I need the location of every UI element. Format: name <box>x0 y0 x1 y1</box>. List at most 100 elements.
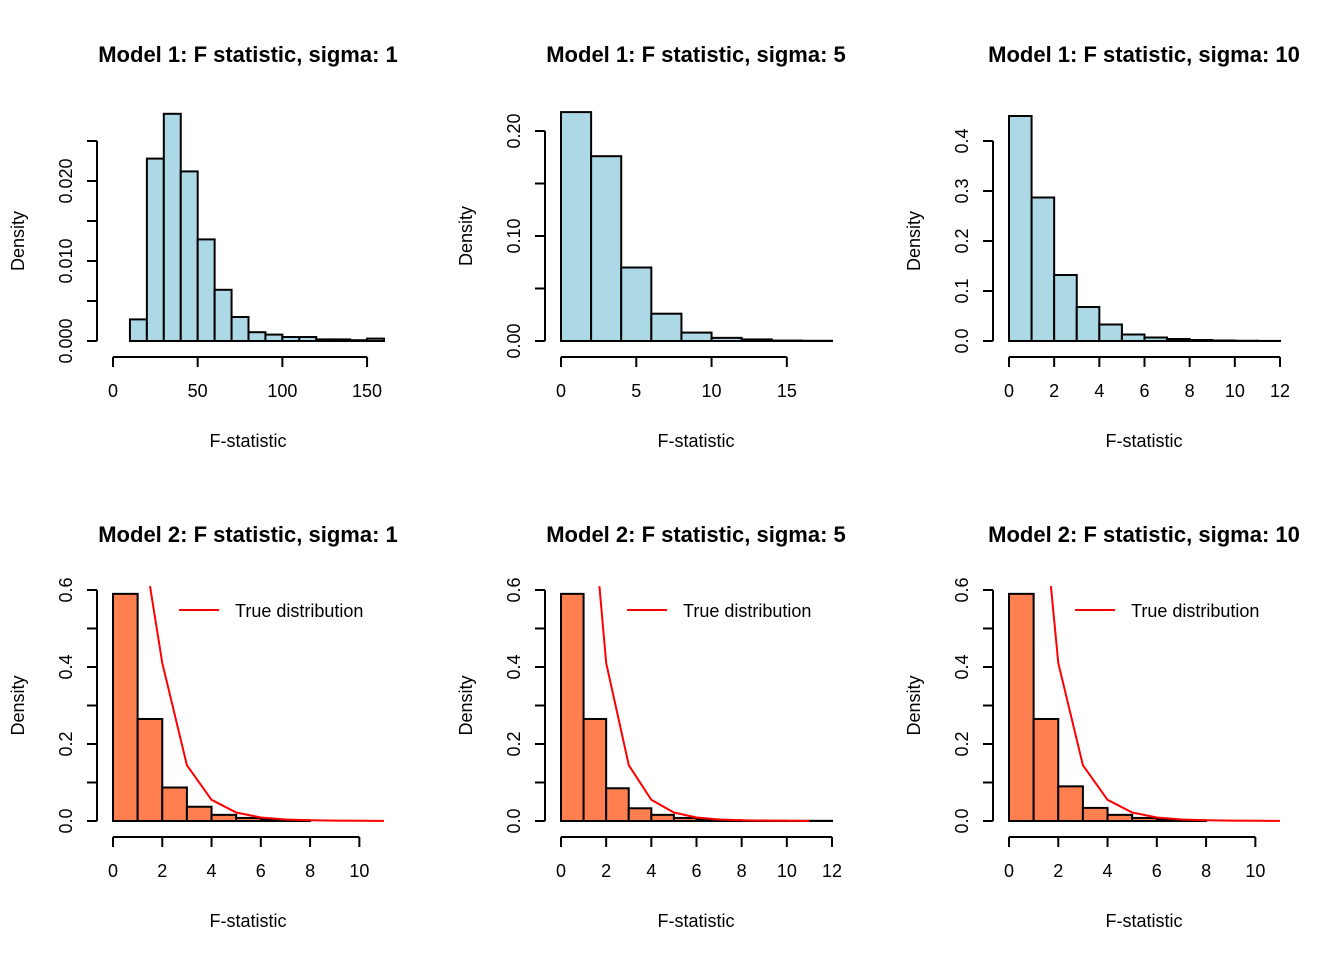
x-axis-label: F-statistic <box>657 431 734 451</box>
y-tick-label: 0.020 <box>56 158 76 203</box>
y-tick-label: 0.6 <box>56 577 76 602</box>
histogram-bar <box>161 786 188 823</box>
histogram-bar <box>230 316 250 342</box>
x-tick-label: 10 <box>349 861 369 881</box>
histogram-bar <box>1008 115 1033 342</box>
y-tick-label: 0.2 <box>952 228 972 253</box>
histogram-panel-2: Model 1: F statistic, sigma: 5 0 5 10 15 F-st… <box>456 42 846 451</box>
y-tick-label: 0.4 <box>952 128 972 153</box>
x-tick-label: 4 <box>646 861 656 881</box>
histogram-bar <box>1166 338 1191 342</box>
panel-title: Model 2: F statistic, sigma: 1 <box>98 522 398 547</box>
histogram-bar <box>1053 274 1078 342</box>
histogram-bar <box>560 111 593 342</box>
y-tick-label: 0.4 <box>504 654 524 679</box>
histogram-bar <box>1120 333 1146 342</box>
histogram-bar <box>112 592 139 822</box>
histogram-bar <box>1143 336 1169 342</box>
x-tick-label: 6 <box>256 861 266 881</box>
histogram-bar <box>1030 196 1056 342</box>
histogram-bar <box>185 805 213 823</box>
y-axis-label: Density <box>904 675 924 735</box>
true-distribution-line <box>1049 586 1281 822</box>
x-tick-label: 8 <box>737 861 747 881</box>
x-tick-label: 6 <box>1139 381 1149 401</box>
x-tick-label: 2 <box>601 861 611 881</box>
histogram-panel-1: Model 1: F statistic, sigma: 1 0 50 100 150 F… <box>8 42 398 451</box>
x-tick-label: 2 <box>1049 381 1059 401</box>
x-axis-label: F-statistic <box>1105 911 1182 931</box>
y-tick-label: 0.4 <box>952 654 972 679</box>
x-tick-label: 2 <box>1053 861 1063 881</box>
legend-label: True distribution <box>683 601 811 621</box>
histogram-bar <box>1081 806 1109 822</box>
histogram-bar <box>590 155 623 342</box>
histogram-bar <box>179 170 199 342</box>
x-tick-label: 10 <box>1225 381 1245 401</box>
y-tick-label: 0.0 <box>952 328 972 353</box>
x-tick-label: 100 <box>267 381 297 401</box>
histogram-panel-3: Model 1: F statistic, sigma: 10 0 2 4 6 8 10 12… <box>904 42 1300 451</box>
y-axis-label: Density <box>8 211 28 271</box>
histogram-bar <box>349 339 369 343</box>
histogram-bar <box>605 787 630 823</box>
x-tick-label: 5 <box>631 381 641 401</box>
histogram-bar <box>196 238 216 342</box>
legend-label: True distribution <box>1131 601 1259 621</box>
x-tick-label: 8 <box>305 861 315 881</box>
x-tick-label: 10 <box>777 861 797 881</box>
histogram-bar <box>281 336 301 342</box>
histogram-panel-5: Model 2: F statistic, sigma: 5 0 2 4 6 8 10 12 F… <box>456 522 846 931</box>
x-axis-label: F-statistic <box>209 911 286 931</box>
y-tick-label: 0.1 <box>952 278 972 303</box>
x-tick-label: 4 <box>207 861 217 881</box>
panel-title: Model 1: F statistic, sigma: 1 <box>98 42 398 67</box>
histogram-bar <box>740 338 773 342</box>
histogram-bar <box>1106 813 1134 823</box>
panel-title: Model 2: F statistic, sigma: 5 <box>546 522 846 547</box>
y-axis-label: Density <box>456 675 476 735</box>
x-tick-label: 6 <box>691 861 701 881</box>
histogram-bar <box>235 816 262 822</box>
histogram-bar <box>332 338 352 342</box>
x-tick-label: 0 <box>108 381 118 401</box>
histogram-bar <box>672 816 698 822</box>
histogram-bar <box>650 312 683 343</box>
y-tick-label: 0.2 <box>504 731 524 756</box>
histogram-bar <box>582 717 608 822</box>
y-tick-label: 0.2 <box>952 731 972 756</box>
y-axis-label: Density <box>8 675 28 735</box>
histogram-bar <box>298 336 318 342</box>
panel-title: Model 1: F statistic, sigma: 10 <box>988 42 1300 67</box>
x-axis-label: F-statistic <box>209 431 286 451</box>
y-tick-label: 0.6 <box>504 577 524 602</box>
histogram-bar <box>1008 592 1035 822</box>
y-tick-label: 0.0 <box>952 808 972 833</box>
x-tick-label: 12 <box>1270 381 1290 401</box>
histogram-bar <box>1131 816 1158 822</box>
y-tick-label: 0.20 <box>504 113 524 148</box>
histogram-bar <box>710 336 743 343</box>
x-tick-label: 4 <box>1094 381 1104 401</box>
x-tick-label: 8 <box>1185 381 1195 401</box>
histogram-bar <box>620 266 653 342</box>
panel-title: Model 1: F statistic, sigma: 5 <box>546 42 846 67</box>
x-tick-label: 12 <box>822 861 842 881</box>
histogram-bar <box>162 112 182 342</box>
y-tick-label: 0.00 <box>504 323 524 358</box>
x-tick-label: 0 <box>556 381 566 401</box>
panels: Model 1: F statistic, sigma: 10 50 100 150F… <box>8 42 1300 931</box>
x-tick-label: 4 <box>1103 861 1113 881</box>
histogram-bar <box>264 333 284 343</box>
y-axis-label: Density <box>456 206 476 266</box>
histogram-bar <box>680 331 713 343</box>
histogram-bar <box>627 807 653 822</box>
histogram-bar <box>1211 339 1236 342</box>
histogram-bar <box>560 592 585 822</box>
histogram-bar <box>213 288 233 342</box>
x-axis-label: F-statistic <box>657 911 734 931</box>
histogram-bar <box>1057 785 1084 822</box>
histogram-bar <box>1098 323 1123 342</box>
x-tick-label: 0 <box>1004 381 1014 401</box>
